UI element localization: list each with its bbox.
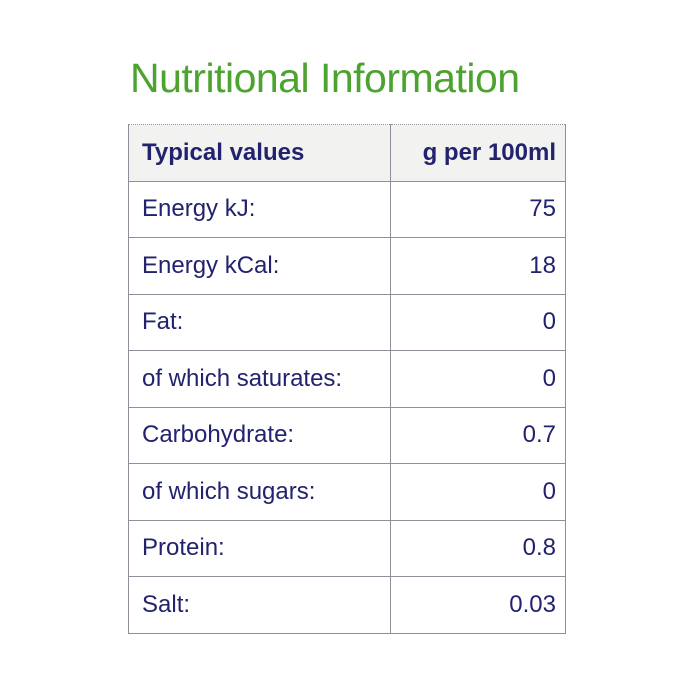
row-label: Protein: [128, 519, 391, 577]
table-row: of which saturates: 0 [128, 350, 566, 408]
table-body: Energy kJ: 75 Energy kCal: 18 Fat: 0 of … [128, 180, 566, 634]
row-label: Carbohydrate: [128, 406, 391, 464]
row-value: 75 [390, 180, 566, 238]
row-value: 0 [390, 463, 566, 521]
header-g-per-100ml: g per 100ml [390, 124, 566, 182]
row-value: 0.7 [390, 406, 566, 464]
page-title: Nutritional Information [130, 55, 520, 101]
row-label: Salt: [128, 576, 391, 634]
table-row: Energy kCal: 18 [128, 237, 566, 295]
row-value: 0 [390, 293, 566, 351]
row-label: Energy kCal: [128, 237, 391, 295]
table-row: Carbohydrate: 0.7 [128, 406, 566, 464]
row-label: of which saturates: [128, 350, 391, 408]
nutrition-table: Typical values g per 100ml Energy kJ: 75… [128, 124, 566, 634]
row-value: 0 [390, 350, 566, 408]
table-header-row: Typical values g per 100ml [128, 124, 566, 182]
table-row: Fat: 0 [128, 293, 566, 351]
table-row: Salt: 0.03 [128, 576, 566, 634]
row-value: 18 [390, 237, 566, 295]
row-label: Fat: [128, 293, 391, 351]
row-value: 0.8 [390, 519, 566, 577]
header-typical-values: Typical values [128, 124, 391, 182]
table-row: of which sugars: 0 [128, 463, 566, 521]
row-label: Energy kJ: [128, 180, 391, 238]
table-row: Energy kJ: 75 [128, 180, 566, 238]
table-row: Protein: 0.8 [128, 519, 566, 577]
row-value: 0.03 [390, 576, 566, 634]
row-label: of which sugars: [128, 463, 391, 521]
